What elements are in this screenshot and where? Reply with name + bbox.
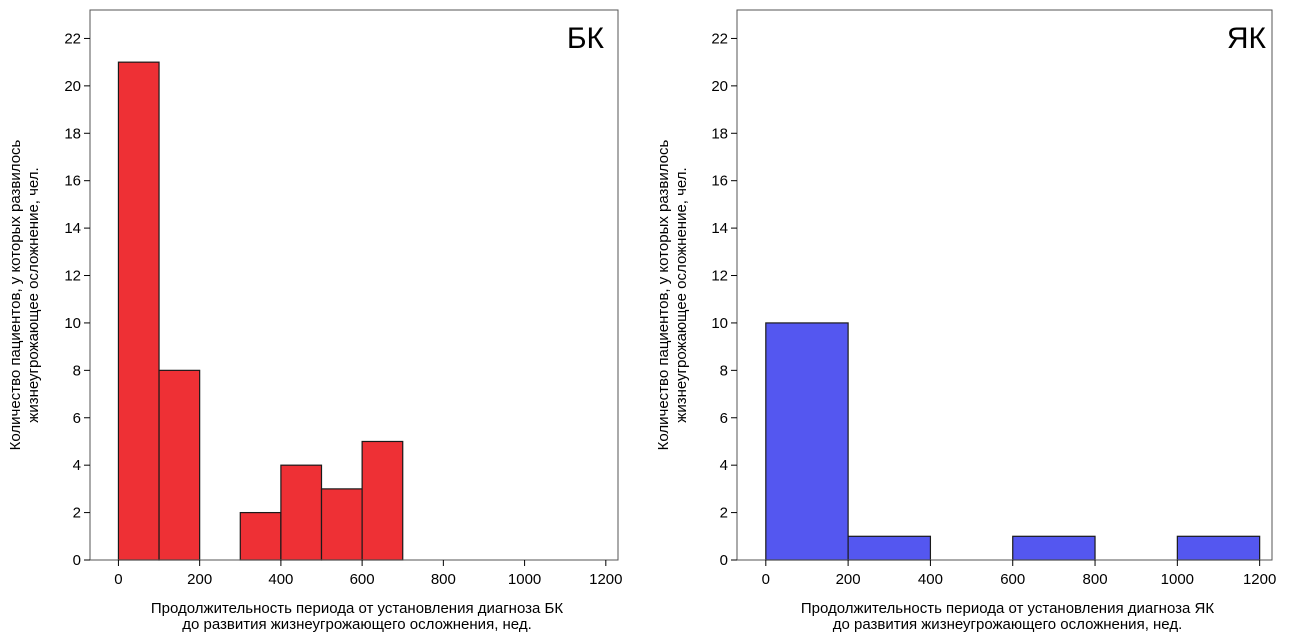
x-tick-label: 1000 bbox=[1161, 571, 1194, 588]
histogram-bar bbox=[847, 535, 932, 561]
y-tick-label: 0 bbox=[720, 552, 728, 569]
x-tick-label: 400 bbox=[268, 571, 293, 588]
x-tick-label: 400 bbox=[918, 571, 943, 588]
y-tick-label: 6 bbox=[720, 410, 728, 427]
histogram-bar bbox=[158, 369, 201, 561]
x-axis-title-line: Продолжительность периода от установлени… bbox=[151, 600, 563, 617]
x-tick-label: 200 bbox=[836, 571, 861, 588]
y-tick-label: 20 bbox=[711, 78, 728, 95]
histogram-bar bbox=[239, 511, 282, 561]
histogram-bar bbox=[1012, 535, 1096, 561]
y-tick-label: 22 bbox=[711, 30, 728, 47]
y-tick-label: 2 bbox=[720, 505, 728, 522]
y-tick-label: 10 bbox=[711, 315, 728, 332]
panel-label: ЯК bbox=[1227, 22, 1267, 55]
y-tick-label: 2 bbox=[73, 505, 81, 522]
y-tick-label: 6 bbox=[73, 410, 81, 427]
plot-frame bbox=[736, 9, 1273, 561]
y-tick-label: 4 bbox=[720, 457, 728, 474]
x-tick-label: 600 bbox=[1000, 571, 1025, 588]
y-axis-title-line: Количество пациентов, у которых развилос… bbox=[655, 139, 672, 450]
histogram-bar bbox=[361, 440, 404, 561]
y-tick-label: 10 bbox=[64, 315, 81, 332]
y-tick-label: 8 bbox=[720, 362, 728, 379]
x-tick-label: 1200 bbox=[589, 571, 622, 588]
histogram-bar bbox=[765, 322, 849, 561]
x-tick-label: 800 bbox=[1083, 571, 1108, 588]
y-tick-label: 18 bbox=[711, 125, 728, 142]
y-tick-label: 14 bbox=[64, 220, 81, 237]
x-axis-title-line: до развития жизнеугрожающего осложнения,… bbox=[182, 616, 532, 633]
x-tick-label: 800 bbox=[431, 571, 456, 588]
y-tick-label: 0 bbox=[73, 552, 81, 569]
x-tick-label: 0 bbox=[114, 571, 122, 588]
x-tick-label: 200 bbox=[187, 571, 212, 588]
chart-panel-bk: 0 2 4 6 8 10 12 14 16 18 20 22 0 200 400 600 800 1000 1200… bbox=[7, 9, 623, 633]
chart-panel-yak: 0 2 4 6 8 10 12 14 16 18 20 22 0 200 400 600 800 1000 1200… bbox=[655, 9, 1276, 633]
x-tick-label: 0 bbox=[762, 571, 770, 588]
y-tick-label: 4 bbox=[73, 457, 81, 474]
x-tick-label: 1200 bbox=[1243, 571, 1276, 588]
y-tick-label: 8 bbox=[73, 362, 81, 379]
x-tick-label: 1000 bbox=[508, 571, 541, 588]
y-axis-title-line: жизнеугрожающее осложнение, чел. bbox=[25, 167, 42, 422]
histogram-bar bbox=[117, 61, 160, 561]
histogram-bar bbox=[320, 488, 363, 561]
y-tick-label: 16 bbox=[711, 173, 728, 190]
y-tick-label: 12 bbox=[711, 268, 728, 285]
y-tick-label: 12 bbox=[64, 268, 81, 285]
y-axis-title-line: жизнеугрожающее осложнение, чел. bbox=[673, 167, 690, 422]
x-axis-title-line: Продолжительность периода от установлени… bbox=[801, 600, 1214, 617]
y-tick-label: 16 bbox=[64, 173, 81, 190]
panel-label: БК bbox=[567, 22, 605, 55]
x-axis-title-line: до развития жизнеугрожающего осложнения,… bbox=[833, 616, 1183, 633]
y-tick-label: 18 bbox=[64, 125, 81, 142]
histogram-bar bbox=[1176, 535, 1261, 561]
x-tick-label: 600 bbox=[350, 571, 375, 588]
y-tick-label: 22 bbox=[64, 30, 81, 47]
y-tick-label: 20 bbox=[64, 78, 81, 95]
y-tick-label: 14 bbox=[711, 220, 728, 237]
y-axis-title-line: Количество пациентов, у которых развилос… bbox=[7, 139, 24, 450]
plot-frame bbox=[89, 9, 619, 561]
histogram-bar bbox=[280, 464, 323, 561]
